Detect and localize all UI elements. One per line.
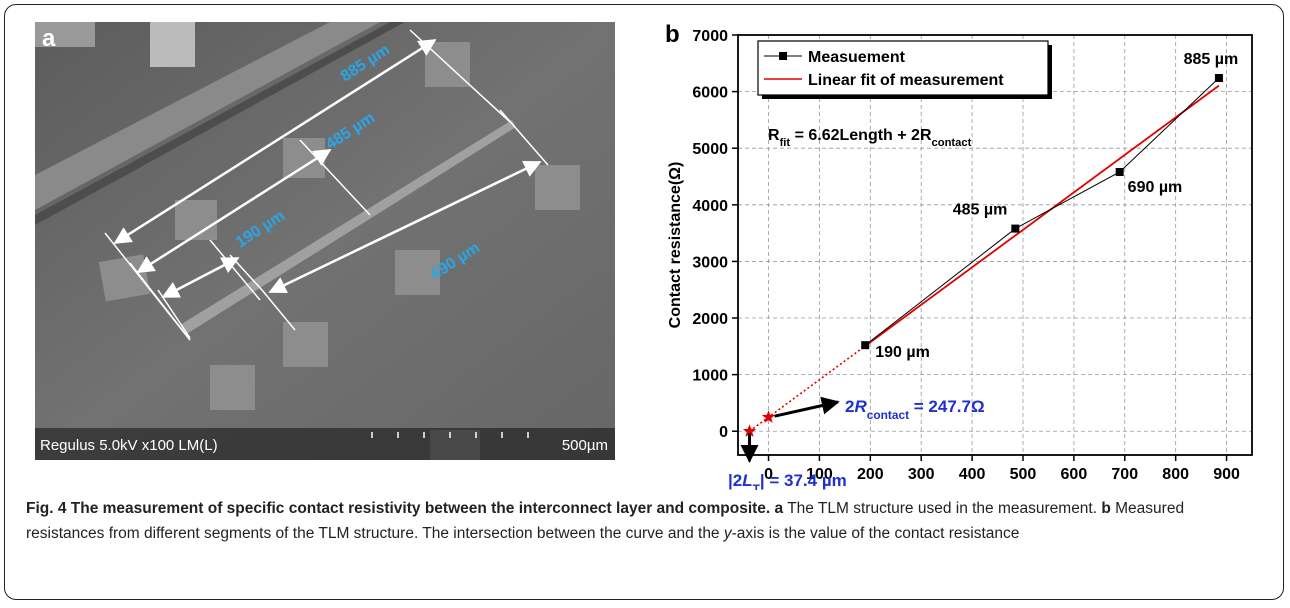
text-run: contact [867,408,909,422]
figure-frame [4,4,1284,600]
text-run: fit [780,137,791,149]
x-tick-label: 400 [959,466,986,483]
text-run: = 6.62Length + 2R [790,127,932,144]
x-tick-label: 500 [1010,466,1037,483]
caption-text: y [723,525,732,542]
fit-equation: Rfit = 6.62Length + 2Rcontact [768,127,972,149]
text-run: T [753,482,761,490]
y-tick-label: 1000 [692,368,728,385]
legend-label: Linear fit of measurement [808,72,1004,89]
text-run: | = 37.4 µm [760,471,847,490]
caption-text: The TLM structure used in the measuremen… [787,500,1098,517]
caption-text: -axis is the value of the contact resist… [731,525,1020,542]
point-label: 190 µm [875,344,930,361]
point-label: 485 µm [953,202,1008,219]
text-run: contact [932,137,972,149]
text-run: R [768,127,780,144]
figure: a 885 µm 485 µm 190 µm 690 µm Regulus 5.… [35,21,1253,490]
sem-image [35,22,615,460]
x-tick-label: 700 [1111,466,1138,483]
point-label: 690 µm [1128,179,1183,196]
text-run: L [742,471,752,490]
y-tick-label: 5000 [692,141,728,158]
point-label: 885 µm [1184,51,1239,68]
text-run: |2 [728,471,742,490]
sem-info: Regulus 5.0kV x100 LM(L) [40,437,218,454]
text-run: = 247.7Ω [909,397,985,416]
y-axis-label: Contact resistance(Ω) [667,162,684,329]
legend-swatch [779,52,787,60]
annotation-arrow [774,396,840,418]
x-tick-label: 0 [764,466,773,483]
x-tick-label: 900 [1213,466,1240,483]
y-tick-label: 3000 [692,254,728,271]
x-tick-label: 300 [908,466,935,483]
x-tick-label: 600 [1061,466,1088,483]
panel-label: b [665,21,680,48]
legend [757,40,1049,96]
caption-text: Measured resistances from different segm… [26,500,1185,542]
caption: Fig. 4 The measurement of specific conta… [26,496,1266,546]
caption-label: a [774,500,784,517]
transfer-length-label: |2LT| = 37.4 µm [728,471,847,490]
scale-bar-label: 500µm [562,437,608,454]
text-run: R [854,397,867,416]
star-marker [742,424,757,437]
data-point [1115,167,1124,176]
caption-label: b [1101,500,1111,517]
y-tick-label: 7000 [692,28,728,45]
legend-label: Measuement [808,49,906,66]
star-marker [761,410,776,423]
y-tick-label: 0 [719,424,728,441]
caption-title: Fig. 4 The measurement of specific conta… [26,500,771,517]
plot-frame [737,34,1253,456]
text-run: 2 [845,397,854,416]
intercept-label: 2Rcontact = 247.7Ω [845,397,985,422]
data-point [1011,224,1020,233]
x-tick-label: 800 [1162,466,1189,483]
x-tick-label: 200 [857,466,884,483]
series-line [864,84,1220,347]
x-tick-label: 100 [806,466,833,483]
data-point [861,341,870,350]
panel-label: a [42,25,56,52]
y-tick-label: 2000 [692,311,728,328]
y-tick-label: 6000 [692,85,728,102]
series-line [864,77,1220,346]
data-point [1214,74,1223,83]
y-tick-label: 4000 [692,198,728,215]
